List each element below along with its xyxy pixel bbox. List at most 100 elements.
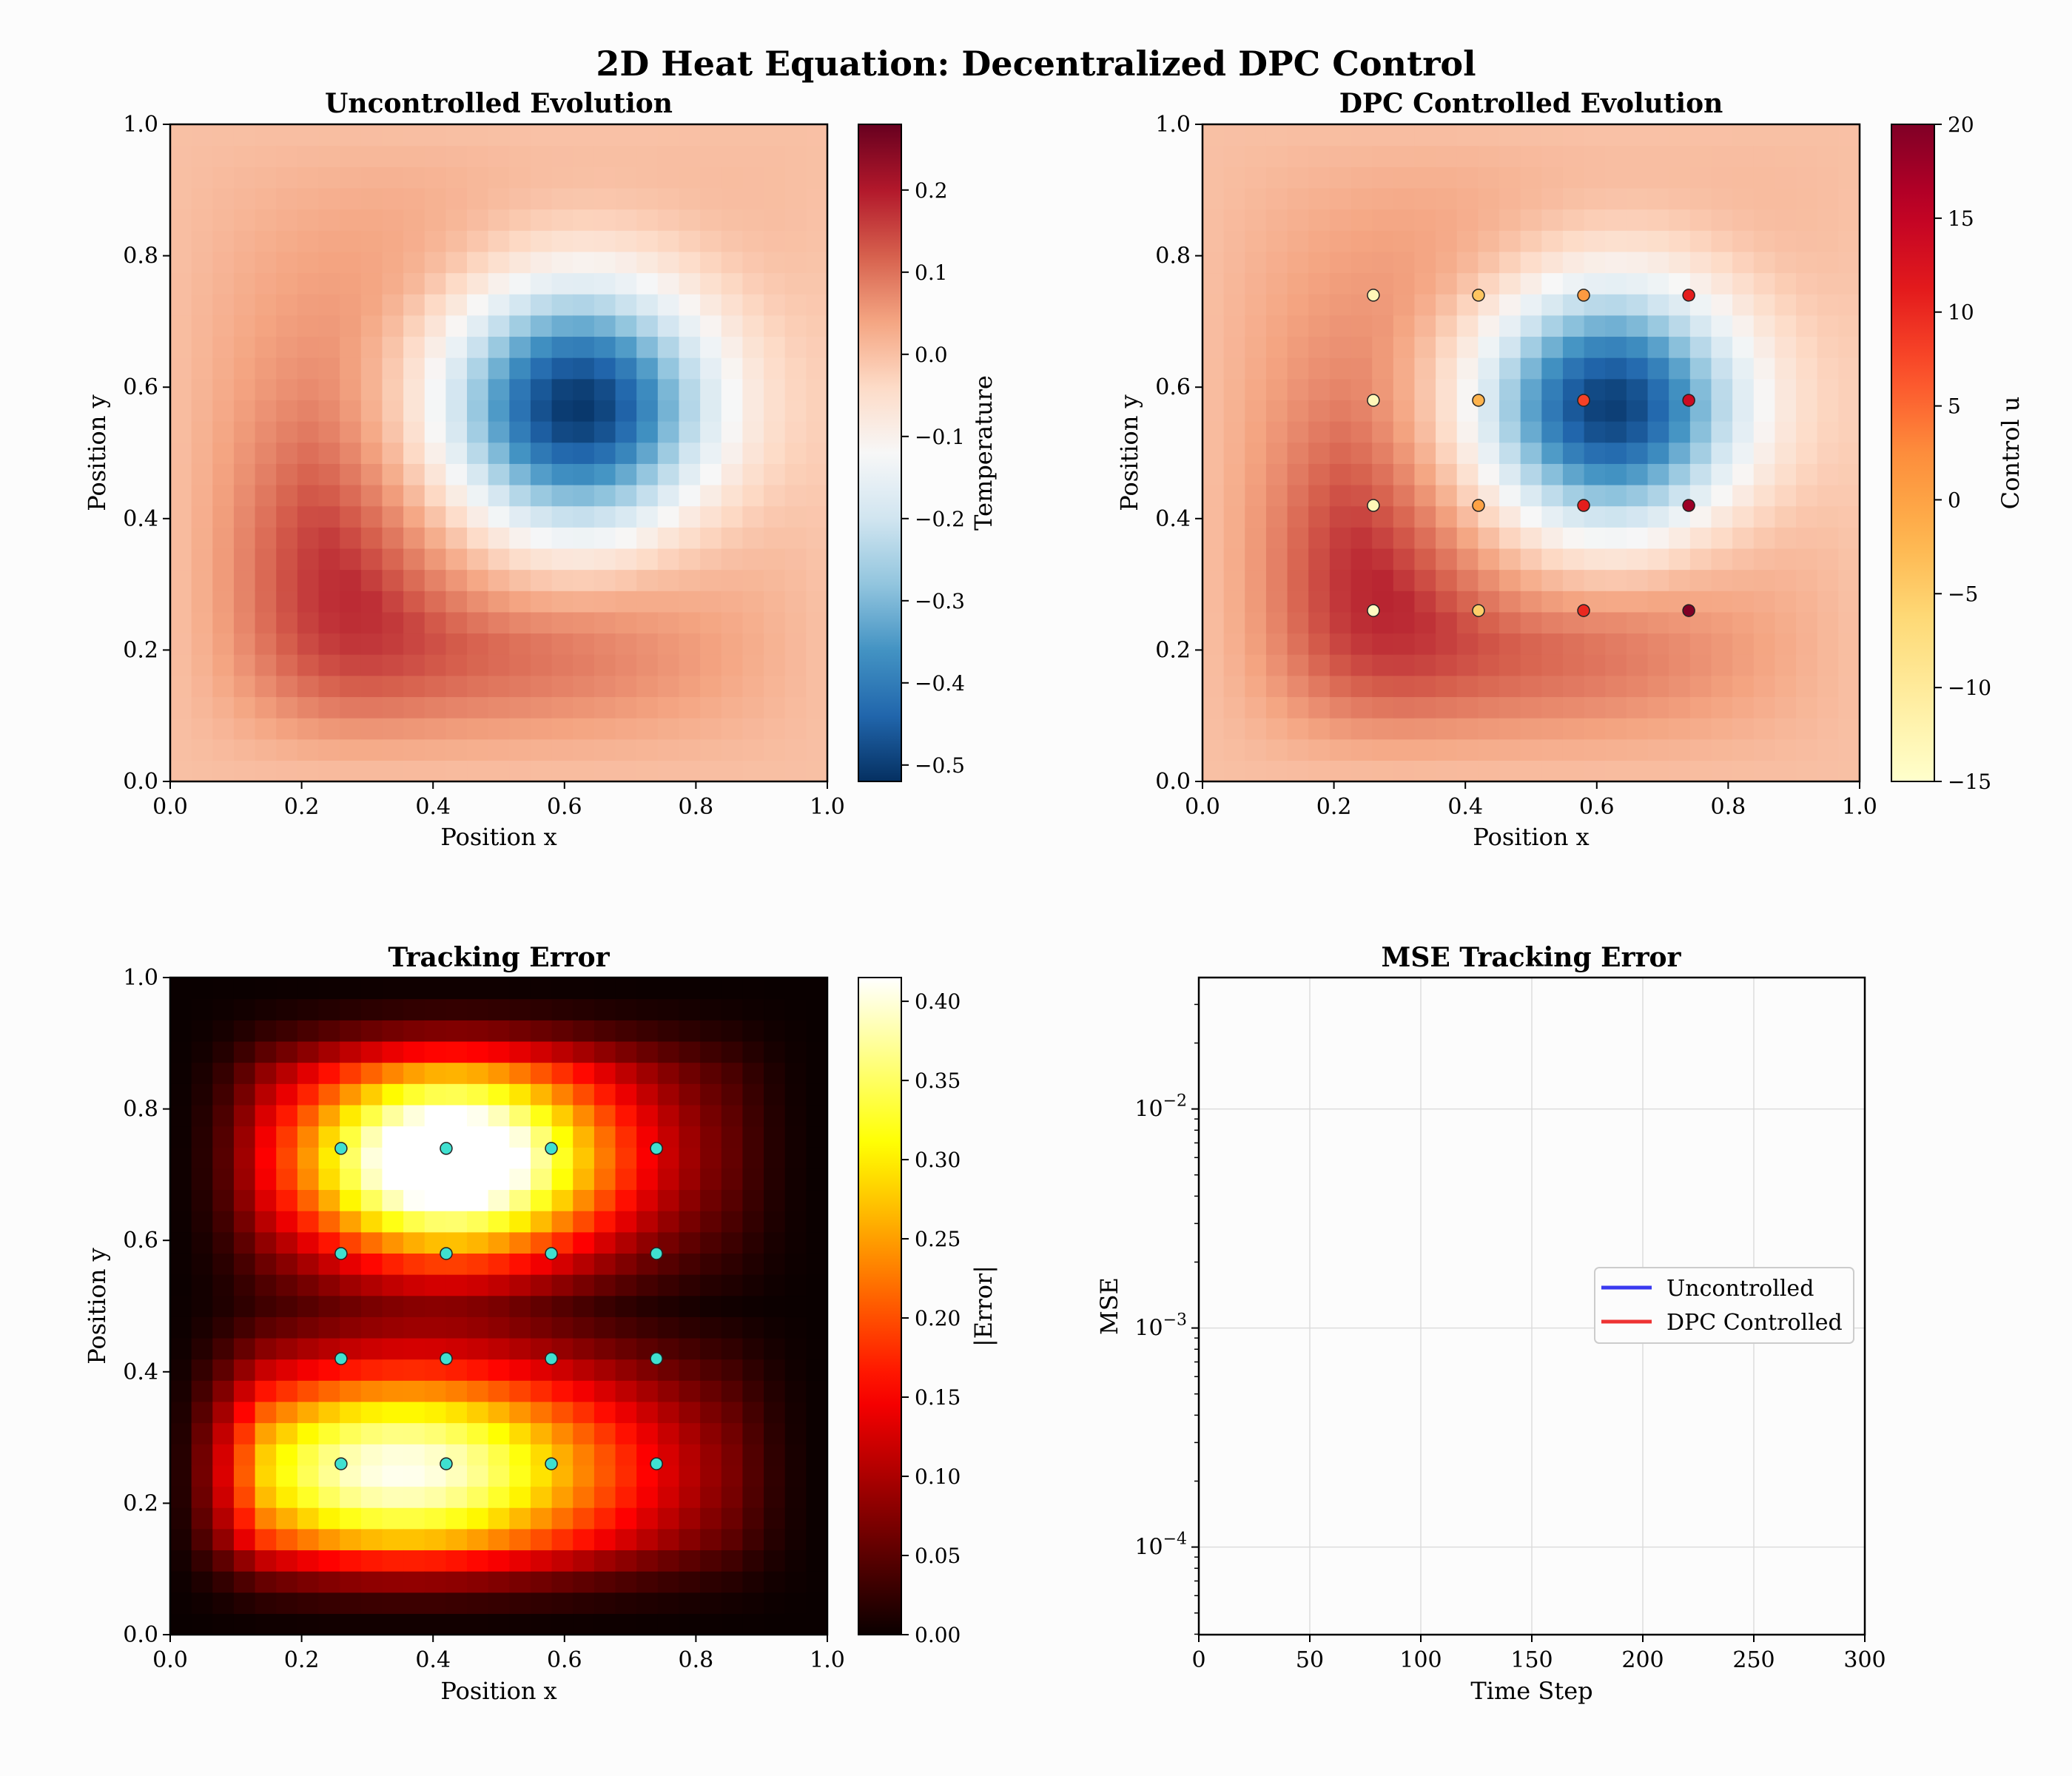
error-cell	[255, 1274, 277, 1296]
error-cell	[806, 1040, 828, 1063]
error-cell	[445, 1422, 468, 1444]
controlled-cell	[1308, 442, 1331, 464]
controlled-cell	[1669, 760, 1691, 782]
controlled-cell	[1796, 718, 1818, 740]
controlled-cell	[1689, 633, 1712, 655]
error-cell	[318, 1104, 340, 1127]
error-cell	[403, 1316, 426, 1339]
controlled-cell	[1414, 591, 1436, 613]
controlled-cell	[1223, 718, 1245, 740]
controlled-cell	[1245, 442, 1267, 464]
uncontrolled-cell	[530, 230, 553, 252]
controlled-cell	[1626, 739, 1649, 761]
error-cell	[360, 1592, 383, 1614]
error-cell	[382, 1083, 404, 1106]
controlled-cell	[1287, 314, 1309, 337]
error-cell	[700, 1040, 722, 1063]
uncontrolled-cell	[318, 400, 340, 422]
uncontrolled-cell	[784, 675, 807, 698]
error-cell	[593, 1040, 616, 1063]
error-cell	[424, 1550, 446, 1572]
controlled-cell	[1245, 378, 1267, 400]
uncontrolled-cell	[551, 696, 574, 719]
error-cell	[488, 1422, 510, 1444]
error-cell	[615, 1126, 637, 1148]
controlled-cell	[1584, 442, 1606, 464]
error-cell	[212, 1592, 235, 1614]
controlled-cell	[1732, 505, 1755, 528]
controlled-cell	[1478, 251, 1500, 274]
controlled-cell	[1562, 527, 1585, 549]
uncontrolled-cell	[509, 378, 531, 400]
controlled-cell	[1626, 272, 1649, 295]
uncontrolled-cell	[212, 696, 235, 719]
error-cell	[679, 1550, 701, 1572]
error-cell	[382, 1274, 404, 1296]
error-cell	[573, 1168, 595, 1191]
error-cell	[467, 1295, 489, 1317]
error-cell	[551, 1274, 574, 1296]
controlled-cell	[1838, 209, 1860, 231]
uncontrolled-cell	[233, 166, 256, 189]
controlled-cell	[1520, 527, 1542, 549]
controlled-cell	[1817, 718, 1839, 740]
error-cell	[742, 1189, 764, 1211]
controlled-cell	[1436, 272, 1458, 295]
controlled-cell	[1584, 209, 1606, 231]
error-colorbar-tick-label: 0.40	[915, 989, 961, 1014]
controlled-cell	[1329, 718, 1352, 740]
error-cell	[170, 1231, 192, 1254]
uncontrolled-cell	[509, 675, 531, 698]
controlled-cell	[1329, 675, 1352, 698]
uncontrolled-cell	[445, 124, 468, 147]
uncontrolled-cell	[467, 569, 489, 591]
uncontrolled-cell	[212, 272, 235, 295]
uncontrolled-cell	[424, 421, 446, 443]
error-cell	[276, 1189, 298, 1211]
error-cell	[615, 1550, 637, 1572]
uncontrolled-cell	[255, 718, 277, 740]
uncontrolled-cell	[318, 739, 340, 761]
controlled-cell	[1350, 760, 1373, 782]
controlled-cell	[1669, 230, 1691, 252]
controlled-cell	[1372, 463, 1394, 485]
error-cell	[742, 1147, 764, 1169]
uncontrolled-cell	[615, 421, 637, 443]
uncontrolled-cell	[593, 357, 616, 380]
error-cell	[318, 1380, 340, 1402]
controlled-cell	[1329, 314, 1352, 337]
error-cell	[488, 1020, 510, 1042]
uncontrolled-cell	[191, 230, 213, 252]
controlled-cell	[1499, 569, 1521, 591]
error-cell	[509, 1211, 531, 1233]
controlled-cell	[1520, 760, 1542, 782]
uncontrolled-cell	[488, 548, 510, 571]
controlled-cell	[1202, 314, 1225, 337]
error-cell	[742, 1083, 764, 1106]
error-cell	[636, 1486, 659, 1508]
controlled-cell	[1753, 187, 1776, 210]
error-cell	[276, 1147, 298, 1169]
error-cell	[764, 1295, 786, 1317]
controlled-cell	[1499, 675, 1521, 698]
error-cell	[212, 1020, 235, 1042]
uncontrolled-cell	[318, 505, 340, 528]
uncontrolled-cell	[297, 548, 320, 571]
uncontrolled-cell	[764, 527, 786, 549]
uncontrolled-cell	[657, 400, 680, 422]
uncontrolled-cell	[721, 654, 744, 676]
uncontrolled-cell	[509, 718, 531, 740]
error-cell	[382, 1528, 404, 1551]
error-cell	[318, 1168, 340, 1191]
controlled-cell	[1753, 336, 1776, 358]
error-cell	[255, 1295, 277, 1317]
error-cell	[679, 1486, 701, 1508]
controlled-cell	[1223, 294, 1245, 316]
uncontrolled-cell	[721, 378, 744, 400]
controlled-cell	[1350, 611, 1373, 634]
mse-xtick-label: 100	[1399, 1647, 1442, 1673]
uncontrolled-cell	[806, 442, 828, 464]
error-cell	[445, 1189, 468, 1211]
error-cell	[276, 1464, 298, 1487]
controlled-cell	[1838, 675, 1860, 698]
